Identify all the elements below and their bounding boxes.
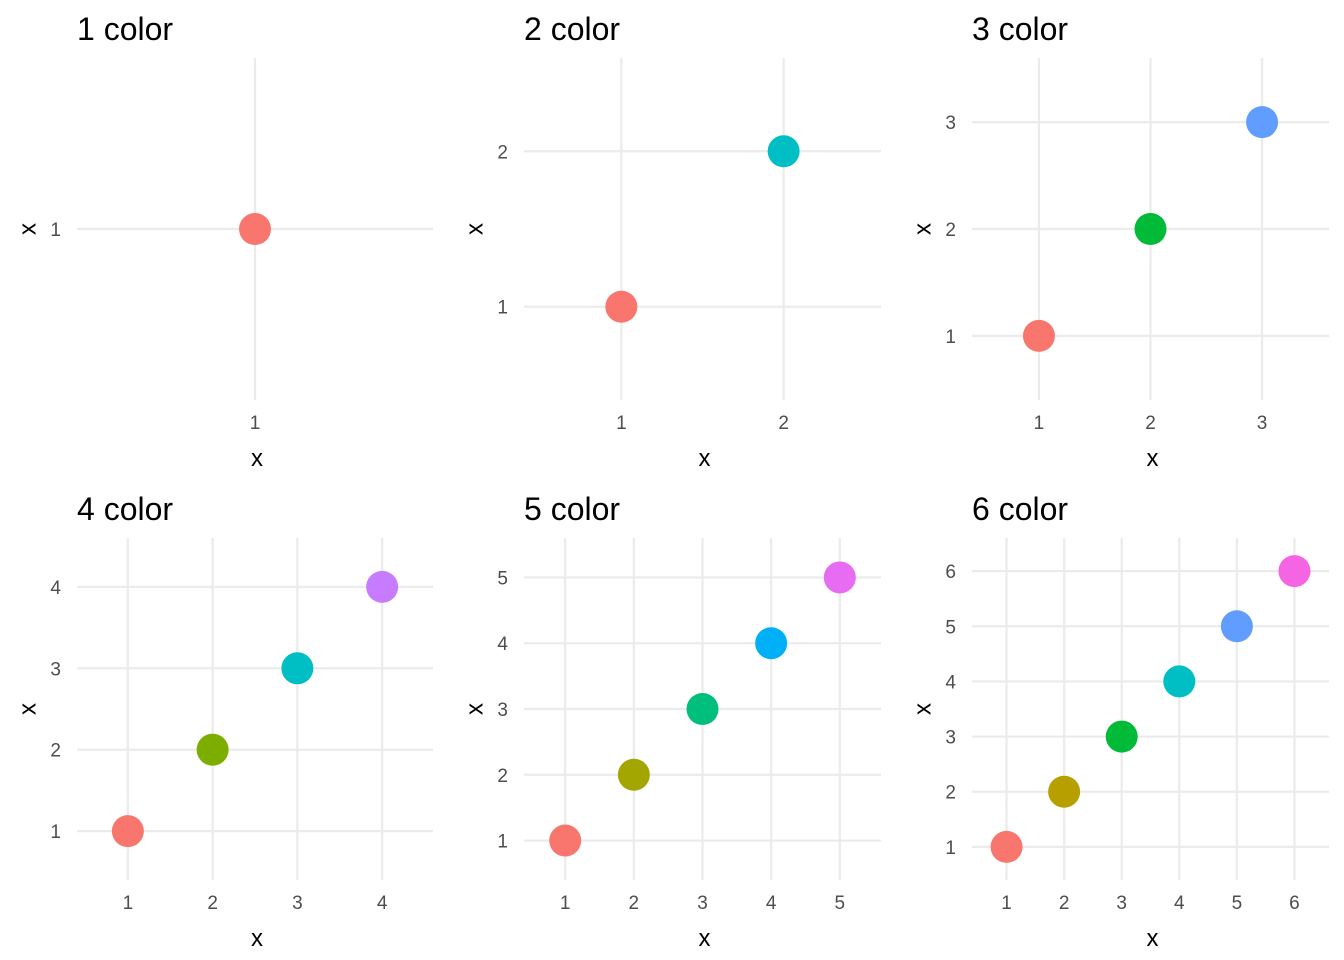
x-tick-label: 2 bbox=[778, 413, 789, 434]
y-axis-label: x bbox=[14, 223, 41, 235]
x-tick-label: 5 bbox=[1232, 893, 1243, 914]
panel-6: 6 color 1 2 3 4 5 6 1 2 3 4 5 6 x x bbox=[909, 491, 1329, 952]
y-tick-label: 1 bbox=[50, 822, 61, 843]
y-tick-label: 2 bbox=[945, 783, 956, 804]
data-point bbox=[1246, 106, 1279, 139]
panel-title: 5 color bbox=[524, 491, 620, 527]
panel-title: 6 color bbox=[972, 491, 1068, 527]
data-point bbox=[1022, 319, 1055, 352]
data-point bbox=[1278, 555, 1311, 588]
x-tick-label: 1 bbox=[560, 893, 571, 914]
panel-4: 4 color 1 2 3 4 1 2 3 4 x x bbox=[14, 491, 433, 952]
x-axis-label: x bbox=[251, 925, 263, 952]
x-tick-label: 3 bbox=[292, 893, 303, 914]
x-tick-label: 6 bbox=[1289, 893, 1300, 914]
y-tick-label: 3 bbox=[945, 113, 956, 134]
y-axis-label: x bbox=[461, 223, 488, 235]
x-axis-label: x bbox=[251, 445, 263, 472]
y-tick-label: 2 bbox=[945, 220, 956, 241]
x-tick-label: 1 bbox=[123, 893, 134, 914]
y-tick-label: 1 bbox=[497, 832, 508, 853]
x-tick-label: 2 bbox=[629, 893, 640, 914]
y-tick-label: 1 bbox=[50, 220, 61, 241]
y-tick-label: 4 bbox=[50, 578, 61, 599]
x-tick-label: 4 bbox=[1174, 893, 1185, 914]
y-tick-label: 4 bbox=[497, 634, 508, 655]
y-tick-label: 3 bbox=[50, 659, 61, 680]
x-axis-label: x bbox=[699, 925, 711, 952]
x-tick-label: 1 bbox=[1034, 413, 1045, 434]
panel-title: 2 color bbox=[524, 11, 620, 47]
data-point bbox=[617, 758, 650, 791]
x-axis-label: x bbox=[1147, 445, 1159, 472]
y-tick-label: 1 bbox=[945, 838, 956, 859]
y-axis-label: x bbox=[909, 223, 936, 235]
y-axis-label: x bbox=[909, 703, 936, 715]
data-point bbox=[755, 627, 788, 660]
data-point bbox=[1163, 665, 1196, 698]
x-tick-label: 3 bbox=[1257, 413, 1268, 434]
y-tick-label: 2 bbox=[497, 142, 508, 163]
panel-2: 2 color 1 2 1 2 x x bbox=[461, 11, 881, 472]
data-point bbox=[281, 652, 314, 685]
data-point bbox=[1220, 610, 1253, 643]
x-tick-label: 3 bbox=[697, 893, 708, 914]
y-tick-label: 5 bbox=[945, 617, 956, 638]
data-point bbox=[1105, 720, 1138, 753]
y-tick-label: 1 bbox=[945, 327, 956, 348]
y-tick-label: 6 bbox=[945, 562, 956, 583]
x-tick-label: 2 bbox=[1059, 893, 1070, 914]
x-tick-label: 4 bbox=[766, 893, 777, 914]
data-point bbox=[196, 733, 229, 766]
x-tick-label: 3 bbox=[1116, 893, 1127, 914]
data-point bbox=[686, 693, 719, 725]
panel-title: 3 color bbox=[972, 11, 1068, 47]
data-point bbox=[239, 213, 271, 245]
x-tick-label: 1 bbox=[1001, 893, 1012, 914]
y-axis-label: x bbox=[461, 703, 488, 715]
y-tick-label: 2 bbox=[497, 766, 508, 787]
data-point bbox=[823, 561, 856, 594]
x-axis-label: x bbox=[699, 445, 711, 472]
panel-5: 5 color 1 2 3 4 5 1 2 3 4 5 x x bbox=[461, 491, 881, 952]
panel-title: 4 color bbox=[77, 491, 173, 527]
y-tick-label: 3 bbox=[497, 700, 508, 721]
x-tick-label: 1 bbox=[616, 413, 627, 434]
data-point bbox=[767, 135, 800, 168]
y-tick-label: 3 bbox=[945, 728, 956, 749]
x-tick-label: 2 bbox=[207, 893, 218, 914]
data-point bbox=[605, 290, 638, 323]
data-point bbox=[366, 570, 399, 603]
x-tick-label: 2 bbox=[1145, 413, 1156, 434]
data-point bbox=[549, 824, 582, 857]
x-tick-label: 5 bbox=[835, 893, 846, 914]
x-tick-label: 4 bbox=[377, 893, 388, 914]
panel-title: 1 color bbox=[77, 11, 173, 47]
x-tick-label: 1 bbox=[250, 413, 261, 434]
y-axis-label: x bbox=[14, 703, 41, 715]
y-tick-label: 2 bbox=[50, 741, 61, 762]
x-axis-label: x bbox=[1147, 925, 1159, 952]
y-tick-label: 1 bbox=[497, 298, 508, 319]
data-point bbox=[990, 830, 1023, 863]
y-tick-label: 4 bbox=[945, 672, 956, 693]
panel-3: 3 color 1 2 3 1 2 3 x x bbox=[909, 11, 1329, 472]
data-point bbox=[1134, 213, 1167, 245]
y-tick-label: 5 bbox=[497, 568, 508, 589]
data-point bbox=[111, 815, 144, 848]
data-point bbox=[1048, 775, 1081, 808]
